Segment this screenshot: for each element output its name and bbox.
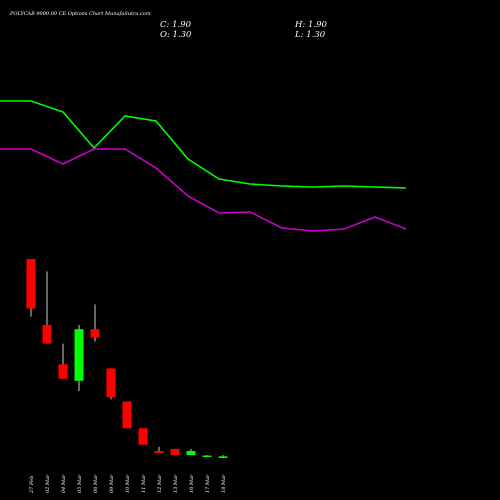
indicator-lines [0,100,407,232]
candle-2 [58,343,68,379]
x-tick-label: 05 Mar [77,474,83,493]
candle-body-down [90,329,100,338]
candle-4 [90,304,100,342]
candle-5 [106,368,116,400]
candle-body-down [58,364,68,379]
candle-body-down [42,325,52,344]
candle-8 [154,446,164,454]
candle-body-down [154,450,164,454]
candle-7 [138,428,148,445]
x-tick-label: 13 Mar [173,474,179,493]
candle-11 [202,455,212,458]
x-tick-label: 11 Mar [141,474,147,493]
chart-title: POLYCAB 9000.00 CE Options Chart MunafaS… [9,11,151,17]
candle-12 [218,455,228,458]
candle-body-up [74,329,84,381]
candle-body-down [138,428,148,445]
high-value: H: 1.90 [294,20,327,30]
candle-body-up [186,450,196,456]
candle-body-up [202,455,212,458]
x-tick-label: 27 Feb [29,476,35,494]
candle-3 [74,325,84,392]
x-axis-ticks: 27 Feb 02 Mar 04 Mar 05 Mar 06 Mar 09 Mar 10 M… [29,474,227,494]
x-tick-label: 02 Mar [45,474,51,493]
candle-body-down [106,368,116,398]
low-value: L: 1.30 [294,30,326,40]
candle-6 [122,401,132,429]
x-tick-label: 12 Mar [157,474,163,493]
candle-body-down [26,259,36,309]
x-tick-label: 09 Mar [109,474,115,493]
x-tick-label: 17 Mar [205,474,211,493]
candle-0 [26,259,36,317]
x-tick-label: 16 Mar [189,474,195,493]
candle-body-down [122,401,132,429]
candles [26,259,228,458]
purple-indicator-line [0,148,407,232]
candle-9 [170,448,180,456]
close-value: C: 1.90 [160,20,192,30]
x-tick-label: 04 Mar [61,474,67,493]
open-value: O: 1.30 [160,30,192,40]
candle-body-down [170,448,180,456]
candle-body-up [218,456,228,458]
candle-1 [42,271,52,344]
candle-10 [186,448,196,456]
green-indicator-line [0,100,407,189]
x-tick-label: 06 Mar [93,474,99,493]
x-tick-label: 10 Mar [125,474,131,493]
x-tick-label: 18 Mar [221,474,227,493]
